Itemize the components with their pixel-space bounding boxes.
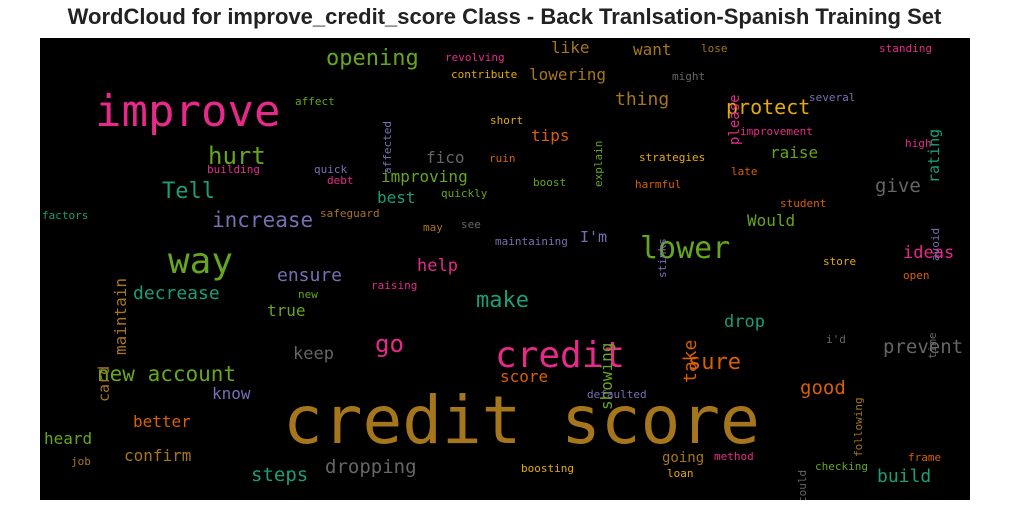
word-card: card	[95, 365, 113, 402]
word-see: see	[461, 218, 481, 231]
word-credit-score: credit score	[283, 382, 760, 459]
word-new-account: new account	[97, 362, 237, 386]
word-steps: steps	[251, 464, 309, 486]
word-lowering: lowering	[529, 65, 607, 84]
word-i-m: I'm	[580, 228, 608, 246]
word-student: student	[780, 197, 827, 210]
word-maintain: maintain	[111, 277, 130, 355]
word-checking: checking	[815, 460, 868, 473]
word-go: go	[375, 330, 404, 358]
word-quickly: quickly	[441, 187, 488, 200]
word-give: give	[875, 175, 921, 197]
word-short: short	[490, 114, 524, 127]
word-raising: raising	[371, 279, 418, 292]
word-ensure: ensure	[277, 265, 343, 286]
word-know: know	[212, 384, 251, 403]
word-avoid: avoid	[929, 227, 942, 261]
word-score: score	[500, 367, 549, 386]
word-affect: affect	[295, 95, 335, 108]
word-raise: raise	[770, 143, 819, 162]
word-opening: opening	[326, 46, 419, 71]
word-help: help	[417, 256, 458, 276]
word-i-d: i'd	[826, 333, 846, 346]
word-better: better	[133, 412, 191, 431]
word-tips: tips	[531, 126, 570, 145]
word-store: store	[823, 255, 857, 268]
word-boosting: boosting	[521, 462, 574, 475]
word-like: like	[551, 38, 590, 57]
word-defaulted: defaulted	[587, 388, 647, 401]
word-contribute: contribute	[451, 68, 518, 81]
word-job: job	[71, 455, 91, 468]
word-tell: Tell	[162, 179, 215, 204]
word-safeguard: safeguard	[320, 207, 380, 220]
word-way: way	[168, 241, 234, 282]
word-might: might	[672, 70, 706, 83]
word-make: make	[476, 288, 529, 313]
word-improve: improve	[95, 86, 281, 137]
word-true: true	[267, 301, 306, 320]
word-dropping: dropping	[325, 456, 417, 478]
word-ideas: ideas	[903, 243, 955, 263]
word-building: building	[207, 163, 260, 176]
word-take: take	[680, 339, 701, 383]
word-keep: keep	[293, 344, 334, 364]
word-debt: debt	[327, 174, 354, 187]
word-harmful: harmful	[635, 178, 682, 191]
word-hurt: hurt	[208, 142, 266, 170]
word-ruin: ruin	[489, 152, 516, 165]
word-lose: lose	[701, 42, 728, 55]
word-going: going	[662, 450, 705, 466]
word-several: several	[809, 91, 856, 104]
word-fico: fico	[426, 148, 465, 167]
word-standing: standing	[879, 42, 932, 55]
word-method: method	[714, 450, 754, 463]
word-would: Would	[747, 211, 796, 230]
word-heard: heard	[44, 429, 93, 448]
word-maintaining: maintaining	[495, 235, 568, 248]
word-may: may	[423, 221, 443, 234]
word-quick: quick	[314, 163, 348, 176]
word-confirm: confirm	[124, 446, 192, 465]
word-high: high	[905, 137, 932, 150]
word-drop: drop	[724, 312, 765, 332]
word-factors: factors	[42, 209, 89, 222]
word-revolving: revolving	[445, 51, 505, 64]
word-open: open	[903, 269, 930, 282]
word-prevent: prevent	[883, 336, 964, 358]
word-thing: thing	[615, 89, 670, 110]
word-lower: lower	[640, 231, 731, 266]
word-increase: increase	[212, 208, 314, 232]
word-protect: protect	[726, 95, 811, 119]
word-improvement: improvement	[740, 125, 813, 138]
chart-title: WordCloud for improve_credit_score Class…	[67, 4, 942, 29]
word-stinks: stinks	[656, 238, 669, 278]
word-late: late	[731, 165, 758, 178]
word-time: time	[926, 332, 939, 360]
word-loan: loan	[667, 467, 694, 480]
word-strategies: strategies	[639, 151, 706, 164]
word-boost: boost	[533, 176, 567, 189]
word-frame: frame	[908, 451, 942, 464]
word-decrease: decrease	[133, 283, 220, 304]
word-following: following	[852, 397, 865, 457]
word-affected: affected	[381, 121, 394, 174]
word-credit: credit	[495, 335, 626, 376]
word-best: best	[377, 188, 416, 207]
word-explain: explain	[592, 140, 605, 187]
word-want: want	[633, 40, 672, 59]
word-sure: sure	[688, 350, 741, 375]
word-improving: improving	[381, 167, 468, 186]
word-could: could	[796, 469, 809, 500]
word-good: good	[800, 377, 846, 399]
word-new: new	[298, 288, 318, 301]
word-build: build	[877, 466, 932, 487]
word-cloud: credit score improve credit way lower hurt Tel…	[40, 38, 970, 500]
